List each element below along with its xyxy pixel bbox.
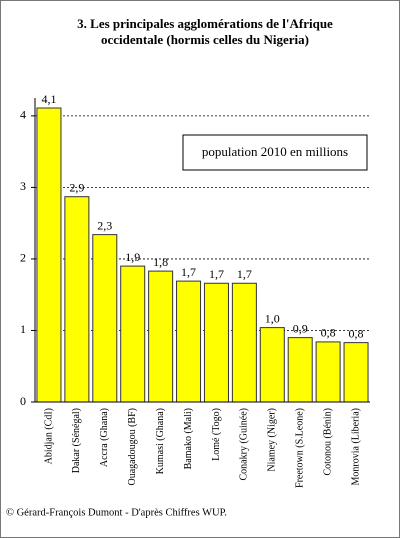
bar <box>315 341 341 403</box>
value-label: 0,8 <box>349 326 364 340</box>
x-tick-label: Kumasi (Ghana) <box>155 408 166 474</box>
value-label: 1,9 <box>125 250 140 264</box>
value-label: 1,8 <box>153 255 168 269</box>
y-tick-label: 1 <box>20 322 26 336</box>
y-tick-label: 3 <box>20 179 26 193</box>
bar <box>176 280 202 403</box>
y-tick-label: 0 <box>20 394 26 408</box>
value-label: 0,8 <box>321 326 336 340</box>
bar <box>231 282 257 403</box>
value-label: 2,9 <box>69 180 84 194</box>
x-tick-label: Conakry (Guinée) <box>239 408 250 480</box>
value-label: 1,7 <box>237 267 252 281</box>
value-label: 4,1 <box>41 92 56 106</box>
value-label: 2,3 <box>97 218 112 232</box>
bar <box>120 265 146 403</box>
x-tick-label: Bamako (Mali) <box>183 408 194 469</box>
bar <box>203 282 229 403</box>
footer: © Gérard-François Dumont - D'après Chiff… <box>6 507 227 518</box>
x-tick-label: Lomé (Togo) <box>211 408 222 461</box>
bar <box>92 234 118 403</box>
chart-title: 3. Les principales agglomérations de l'A… <box>77 16 333 47</box>
bar <box>64 196 90 403</box>
x-tick-label: Monrovia (Liberia) <box>350 408 361 485</box>
legend-text: population 2010 en millions <box>202 144 348 159</box>
x-tick-label: Freetown (S.Leone) <box>295 408 306 488</box>
x-tick-label: Dakar (Sénégal) <box>71 408 82 473</box>
value-label: 0,9 <box>293 321 308 335</box>
y-tick-label: 4 <box>20 108 26 122</box>
y-tick-label: 2 <box>20 251 26 265</box>
bar <box>343 342 369 403</box>
x-tick-label: Accra (Ghana) <box>99 408 110 467</box>
x-tick-label: Ouagadougou (BF) <box>127 408 138 486</box>
x-tick-label: Abidjan (CdI) <box>43 408 54 464</box>
x-tick-label: Niamey (Niger) <box>267 408 278 472</box>
value-label: 1,7 <box>181 265 196 279</box>
bar <box>287 337 313 403</box>
bar <box>36 107 62 403</box>
bar <box>259 327 285 403</box>
value-label: 1,7 <box>209 267 224 281</box>
legend-box <box>182 134 368 171</box>
bar <box>148 270 174 403</box>
value-label: 1,0 <box>265 311 280 325</box>
x-tick-label: Cotonou (Bénin) <box>322 408 333 476</box>
